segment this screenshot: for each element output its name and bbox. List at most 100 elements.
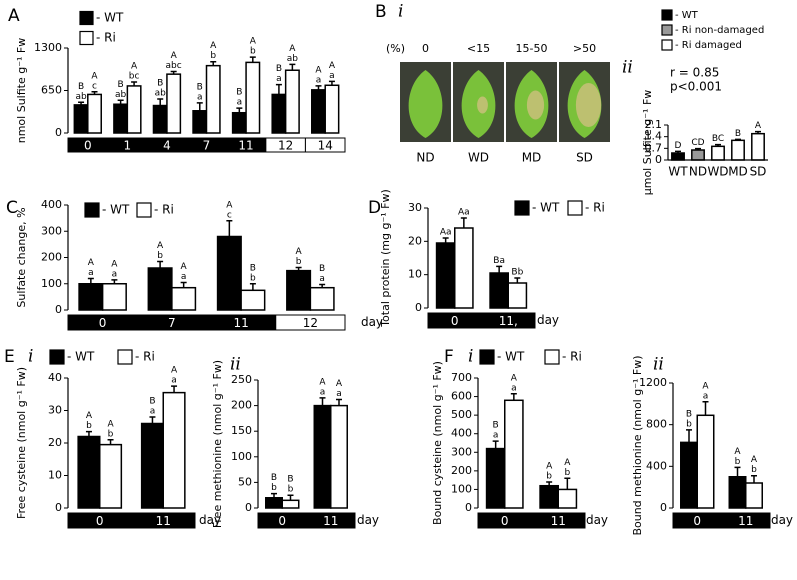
bar <box>265 497 284 509</box>
error-bar <box>85 430 92 437</box>
x-axis-label: day <box>357 513 379 527</box>
y-tick-label: 700 <box>451 371 472 384</box>
y-tick-label: 0 <box>415 301 422 314</box>
bar <box>162 391 186 509</box>
bar <box>140 422 165 509</box>
significance-letter: b <box>735 457 741 467</box>
bar <box>309 286 335 311</box>
error-bar <box>492 440 499 449</box>
significance-letter: a <box>181 272 187 282</box>
significance-letter: A <box>91 71 98 81</box>
x-tick-label: WT <box>668 165 688 179</box>
significance-letter: BC <box>712 134 724 144</box>
significance-letter: A <box>511 373 518 383</box>
bar <box>216 235 242 311</box>
significance-letter: B <box>493 421 499 431</box>
photo-header: 0 <box>422 42 429 55</box>
y-tick-label: 400 <box>646 459 667 472</box>
legend-label: - WT <box>102 203 130 217</box>
significance-letter: b <box>271 483 277 493</box>
y-tick-label: 0 <box>55 126 62 139</box>
subpanel-label: i <box>28 347 33 367</box>
error-bar <box>131 81 138 86</box>
significance-letter: A <box>86 411 93 421</box>
y-tick-label: 100 <box>451 482 472 495</box>
significance-letter: b <box>564 468 570 478</box>
y-axis-label: Total protein (mg g⁻¹ Fw) <box>379 189 392 328</box>
error-bar <box>275 83 282 95</box>
y-tick-label: 1200 <box>639 376 667 389</box>
photo-header: (%) <box>386 42 405 55</box>
x-tick-label: 0 <box>693 514 701 528</box>
bar <box>87 93 102 134</box>
bar <box>205 64 221 134</box>
significance-letter: a <box>237 98 243 108</box>
day-band <box>275 314 346 331</box>
significance-letter: A <box>564 458 571 468</box>
bar <box>78 283 104 311</box>
y-tick-label: 0.7 <box>645 141 663 154</box>
error-bar <box>170 70 177 75</box>
y-tick-label: 200 <box>231 399 252 412</box>
significance-letter: B <box>118 80 124 90</box>
legend-swatch <box>567 200 583 216</box>
photo-label: WD <box>468 151 489 165</box>
significance-letter: a <box>197 92 203 102</box>
leaf-damage <box>575 83 602 127</box>
y-axis-label: Free methionine (nmol g⁻¹ Fw) <box>211 360 224 528</box>
significance-letter: Ba <box>493 256 505 266</box>
y-tick-label: 1.4 <box>645 130 663 143</box>
y-tick-label: 0 <box>55 501 62 514</box>
error-bar <box>702 401 709 416</box>
bar <box>691 149 705 161</box>
error-bar <box>750 474 757 483</box>
subpanel-label: ii <box>622 58 633 78</box>
photo-label: SD <box>576 151 593 165</box>
significance-letter: A <box>88 258 95 268</box>
y-tick-label: 30 <box>48 404 62 417</box>
x-tick-label: 0 <box>99 316 107 330</box>
bar <box>152 104 168 134</box>
y-tick-label: 1300 <box>34 41 62 54</box>
significance-letter: a <box>276 74 282 84</box>
error-bar <box>510 393 517 401</box>
bar <box>73 104 89 134</box>
bar <box>751 132 765 161</box>
x-tick-label: 7 <box>168 316 176 330</box>
significance-letter: A <box>226 200 233 210</box>
legend-swatch <box>79 30 94 46</box>
significance-letter: b <box>210 51 216 61</box>
legend-label: - WT <box>497 350 525 364</box>
error-bar <box>335 398 342 406</box>
x-tick-label: 0 <box>96 514 104 528</box>
legend-label: - Ri <box>135 350 155 364</box>
bar <box>557 488 578 509</box>
significance-letter: a <box>316 75 322 85</box>
panel-label: E <box>4 347 15 367</box>
significance-letter: A <box>181 262 188 272</box>
y-tick-label: 100 <box>231 450 252 463</box>
significance-letter: CD <box>691 138 704 148</box>
legend-swatch <box>49 349 65 365</box>
panel-label: F <box>444 347 454 367</box>
error-bar <box>442 237 449 243</box>
bar <box>507 282 528 309</box>
significance-letter: a <box>511 383 517 393</box>
x-tick-label: 11 <box>323 514 338 528</box>
bar <box>454 227 474 309</box>
day-band <box>131 512 196 529</box>
x-tick-label: 7 <box>203 139 211 153</box>
y-tick-label: 400 <box>451 427 472 440</box>
x-tick-label: 11, <box>499 314 518 328</box>
significance-letter: a <box>150 407 156 417</box>
y-tick-label: 400 <box>41 198 62 211</box>
significance-letter: A <box>250 37 257 47</box>
subpanel-label: i <box>398 2 403 22</box>
photo-header: <15 <box>467 42 490 55</box>
bar <box>286 269 312 311</box>
legend-swatch <box>661 9 673 21</box>
error-bar <box>734 466 741 477</box>
x-tick-label: SD <box>750 165 767 179</box>
y-tick-label: 2.1 <box>645 118 663 131</box>
bar <box>101 283 127 311</box>
